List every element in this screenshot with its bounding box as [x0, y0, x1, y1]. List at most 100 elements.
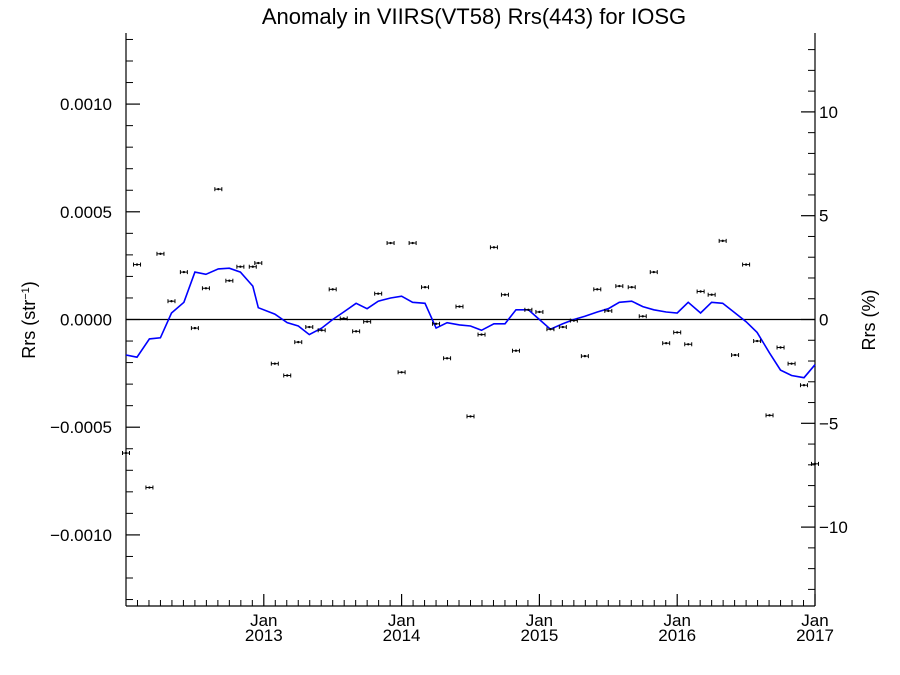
- data-point-marker: [583, 354, 587, 358]
- data-point: [374, 291, 383, 296]
- data-point-marker: [561, 325, 565, 329]
- data-point-marker: [527, 308, 530, 312]
- data-point-marker: [492, 246, 496, 249]
- data-point: [580, 354, 589, 359]
- y-axis-label-sup: −1: [20, 287, 32, 300]
- data-point-marker: [733, 353, 737, 357]
- data-point: [811, 461, 819, 466]
- data-point: [248, 264, 257, 269]
- data-point: [511, 348, 520, 353]
- data-point-marker: [445, 357, 449, 360]
- data-point: [122, 451, 130, 456]
- data-point: [156, 251, 165, 256]
- data-point: [615, 284, 624, 289]
- data-point: [765, 413, 774, 418]
- data-point: [455, 304, 464, 309]
- data-point: [328, 287, 337, 292]
- data-point-marker: [204, 287, 208, 290]
- data-point-marker: [641, 315, 644, 318]
- y2-axis-label: Rrs (%): [859, 290, 879, 351]
- data-point-marker: [687, 343, 690, 346]
- data-point: [317, 328, 326, 333]
- data-point: [558, 325, 567, 330]
- y2-tick-label: 5: [819, 207, 828, 226]
- data-point-marker: [286, 374, 289, 377]
- y2-tick-label: −10: [819, 518, 848, 537]
- y-tick-label: −0.0005: [50, 418, 112, 437]
- data-point-marker: [251, 265, 254, 268]
- x-tick-label-month: Jan: [663, 611, 690, 630]
- series-points-group: [122, 187, 819, 490]
- x-tick-label-year: 2016: [658, 626, 696, 645]
- data-point: [294, 340, 303, 345]
- data-point: [477, 332, 486, 337]
- data-point-marker: [469, 415, 472, 418]
- tick-labels: 0.0010 0.0005 0.0000 −0.0005 −0.0010 10 5 0 −5 −1…: [50, 95, 848, 645]
- data-point-marker: [135, 263, 139, 266]
- data-point-marker: [779, 346, 782, 349]
- data-point: [421, 285, 430, 290]
- data-point-marker: [331, 288, 334, 291]
- data-point-marker: [480, 333, 483, 336]
- data-point: [753, 339, 762, 344]
- data-point-marker: [813, 462, 817, 466]
- data-point: [167, 299, 176, 304]
- x-tick-label-year: 2015: [520, 626, 558, 645]
- major-ticks: [126, 103, 816, 606]
- blue-trend-line: [125, 267, 816, 379]
- x-tick-label-month: Jan: [526, 611, 553, 630]
- data-point-marker: [768, 414, 771, 417]
- data-point: [776, 345, 785, 350]
- data-point: [133, 262, 142, 267]
- x-tick-label-year: 2014: [383, 626, 421, 645]
- y-tick-label: 0.0005: [60, 203, 112, 222]
- data-point: [179, 270, 188, 275]
- x-tick-label-month: Jan: [801, 611, 828, 630]
- data-point: [305, 325, 314, 330]
- x-tick-label-month: Jan: [388, 611, 415, 630]
- data-point-marker: [618, 284, 621, 288]
- data-point: [363, 319, 372, 324]
- y2-tick-label: −5: [819, 414, 838, 433]
- data-point-marker: [721, 239, 724, 243]
- y-tick-label: 0.0000: [60, 311, 112, 330]
- data-point-marker: [159, 252, 162, 255]
- data-point: [145, 485, 154, 490]
- data-point-marker: [572, 319, 576, 322]
- data-point: [201, 286, 210, 291]
- data-point: [254, 261, 263, 266]
- data-point: [397, 370, 406, 375]
- data-point-marker: [365, 320, 369, 323]
- data-point: [386, 241, 395, 246]
- data-point-marker: [664, 341, 668, 345]
- data-point: [593, 287, 602, 292]
- data-point-marker: [790, 362, 793, 365]
- data-point-marker: [228, 279, 231, 282]
- data-point: [225, 278, 234, 283]
- data-point: [443, 356, 452, 361]
- data-point: [696, 289, 705, 294]
- data-point: [408, 241, 417, 246]
- data-point-marker: [389, 241, 392, 245]
- data-point: [339, 316, 348, 321]
- data-point-marker: [503, 293, 507, 296]
- data-point: [684, 342, 693, 347]
- y2-tick-label: 0: [819, 311, 828, 330]
- data-point: [638, 314, 647, 319]
- data-point: [352, 329, 361, 334]
- data-point-marker: [607, 309, 610, 313]
- data-point: [604, 308, 613, 313]
- data-point-marker: [217, 187, 220, 191]
- data-point-marker: [124, 451, 128, 455]
- data-point-marker: [182, 270, 186, 274]
- data-point-marker: [434, 322, 438, 326]
- data-point: [190, 326, 199, 331]
- chart-title: Anomaly in VIIRS(VT58) Rrs(443) for IOSG: [262, 4, 686, 29]
- data-point: [742, 262, 751, 267]
- series-line-group: [125, 267, 816, 379]
- data-point-marker: [148, 486, 151, 489]
- data-point-marker: [652, 270, 655, 274]
- data-point-marker: [320, 329, 323, 332]
- data-point: [535, 309, 544, 314]
- data-point: [731, 353, 740, 358]
